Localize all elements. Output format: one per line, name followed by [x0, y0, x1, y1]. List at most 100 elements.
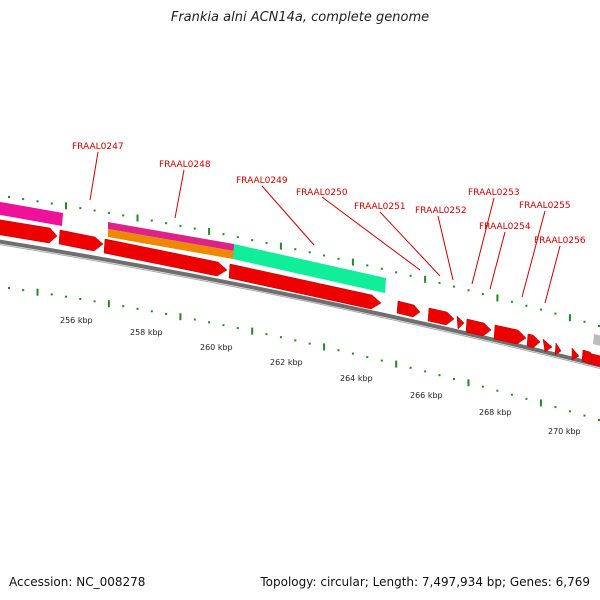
minor-tick — [510, 300, 513, 303]
minor-tick — [366, 356, 369, 359]
gene-label-fraal0256[interactable]: FRAAL0256 — [534, 236, 586, 246]
minor-tick — [438, 281, 441, 284]
minor-tick — [236, 236, 239, 239]
cds-arrow[interactable] — [493, 324, 527, 345]
feature-pink-0248[interactable] — [108, 222, 234, 251]
accession-label: Accession: NC_008278 — [9, 575, 146, 589]
cds-arrow[interactable] — [571, 347, 580, 361]
minor-tick — [323, 254, 326, 257]
major-tick — [395, 360, 398, 368]
gene-label-fraal0254[interactable]: FRAAL0254 — [479, 222, 531, 232]
minor-tick — [554, 406, 557, 409]
major-tick — [136, 214, 139, 222]
minor-tick — [496, 389, 499, 392]
cds-arrow[interactable] — [465, 318, 492, 337]
minor-tick — [467, 289, 470, 292]
minor-tick — [265, 242, 268, 244]
gene-label-fraal0253[interactable]: FRAAL0253 — [468, 188, 520, 198]
cds-arrow[interactable] — [456, 315, 465, 330]
minor-tick — [554, 312, 557, 315]
minor-tick — [107, 211, 110, 214]
gene-leader-lines — [89, 151, 561, 304]
gene-label-fraal0250[interactable]: FRAAL0250 — [296, 188, 348, 198]
major-tick — [351, 258, 354, 266]
minor-tick — [150, 310, 153, 313]
minor-tick — [568, 410, 571, 413]
major-tick — [36, 288, 39, 296]
minor-tick — [424, 370, 427, 373]
minor-tick — [308, 251, 311, 254]
gene-label-fraal0252[interactable]: FRAAL0252 — [415, 206, 467, 216]
genome-backbone — [0, 239, 600, 370]
cds-arrow[interactable] — [103, 238, 228, 277]
minor-tick — [8, 287, 10, 289]
scale-label: 264 kbp — [340, 374, 373, 383]
minor-tick — [395, 271, 398, 274]
cds-arrow[interactable] — [228, 263, 382, 310]
minor-tick — [294, 339, 297, 342]
minor-tick — [65, 295, 67, 298]
minor-tick — [453, 285, 455, 288]
minor-tick — [179, 224, 182, 227]
cds-arrow[interactable] — [590, 353, 600, 368]
gene-labels: FRAAL0247 FRAAL0248 FRAAL0249 FRAAL0250 … — [72, 142, 586, 246]
scale-label: 270 kbp — [548, 427, 581, 436]
minor-tick — [598, 419, 600, 421]
gene-label-fraal0248[interactable]: FRAAL0248 — [159, 160, 211, 170]
minor-tick — [36, 200, 39, 203]
minor-tick — [122, 305, 125, 308]
map-title: Frankia alni ACN14a, complete genome — [170, 10, 430, 25]
major-tick — [279, 242, 282, 250]
minor-tick — [8, 196, 10, 198]
scale-label: 262 kbp — [270, 358, 303, 367]
scale-label: 260 kbp — [200, 343, 233, 352]
minor-tick — [165, 313, 168, 315]
minor-tick — [136, 307, 139, 310]
gene-label-fraal0255[interactable]: FRAAL0255 — [519, 201, 571, 211]
minor-tick — [50, 202, 53, 205]
minor-tick — [22, 289, 25, 292]
minor-tick — [50, 293, 53, 296]
minor-tick — [481, 293, 484, 296]
cds-arrow[interactable] — [526, 333, 541, 349]
cds-arrow[interactable] — [0, 219, 58, 244]
minor-tick — [22, 198, 25, 201]
minor-tick — [150, 219, 153, 222]
major-tick — [424, 275, 427, 283]
minor-tick — [279, 336, 282, 339]
feature-magenta-left[interactable] — [0, 201, 63, 226]
cds-arrow[interactable] — [58, 229, 104, 252]
major-tick — [208, 227, 211, 235]
cds-arrow[interactable] — [554, 342, 562, 356]
minor-tick — [236, 327, 239, 330]
minor-tick — [539, 308, 542, 311]
feature-teal-0249[interactable] — [233, 244, 386, 293]
minor-tick — [525, 304, 528, 307]
minor-tick — [265, 333, 268, 336]
gene-label-fraal0247[interactable]: FRAAL0247 — [72, 142, 124, 152]
scale-label: 256 kbp — [60, 316, 93, 325]
cds-arrow[interactable] — [427, 307, 455, 326]
minor-tick — [409, 366, 412, 369]
major-tick — [107, 300, 110, 308]
minor-tick — [122, 214, 125, 217]
minor-tick — [481, 385, 484, 388]
minor-tick — [165, 222, 168, 225]
cds-arrow[interactable] — [396, 300, 421, 318]
minor-tick — [598, 325, 600, 327]
minor-tick — [525, 397, 528, 400]
feature-orange-0248[interactable] — [108, 229, 234, 259]
minor-tick — [251, 239, 254, 242]
major-tick — [467, 379, 470, 387]
minor-tick — [583, 320, 586, 323]
scale-label: 266 kbp — [410, 391, 443, 400]
minor-tick — [93, 209, 96, 212]
minor-tick — [308, 342, 311, 345]
feature-grey-right[interactable] — [593, 334, 600, 347]
gene-label-fraal0251[interactable]: FRAAL0251 — [354, 202, 406, 212]
cds-arrow[interactable] — [542, 338, 553, 353]
minor-tick — [366, 264, 369, 267]
scale-label: 258 kbp — [130, 328, 163, 337]
gene-label-fraal0249[interactable]: FRAAL0249 — [236, 176, 288, 186]
